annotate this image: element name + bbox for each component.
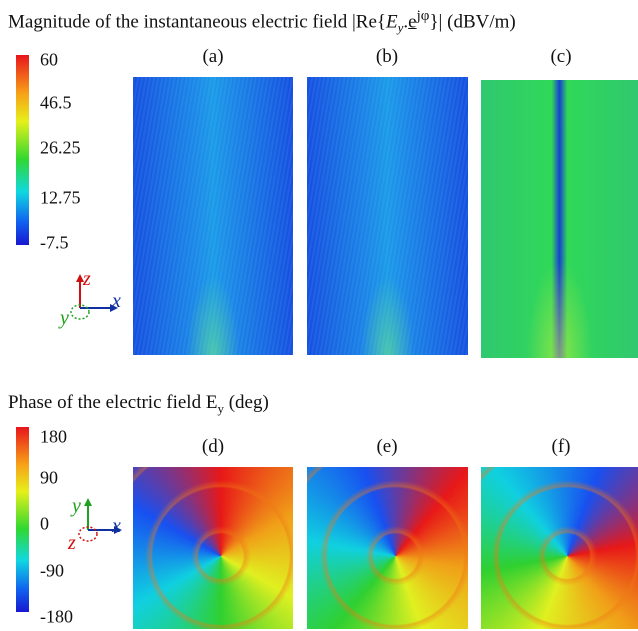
field-map — [133, 467, 293, 629]
panel-label: (a) — [202, 46, 224, 67]
title-dot: . — [403, 11, 409, 33]
phase-rings — [307, 467, 468, 629]
title-exp-base: e — [408, 11, 417, 33]
colorbar-label: -90 — [40, 560, 64, 581]
title-sub: y — [397, 20, 404, 36]
axis-label: z — [68, 532, 76, 554]
title-text: Phase of the electric field E — [8, 392, 218, 413]
axis-label: y — [60, 307, 69, 329]
colorbar-label: 90 — [40, 467, 58, 488]
axis-label: x — [112, 515, 121, 537]
panel-label: (f) — [551, 436, 571, 457]
phase-rings — [133, 467, 293, 629]
field-map — [481, 467, 638, 629]
field-map — [481, 77, 638, 358]
phase-title: Phase of the electric field Ey (deg) — [8, 392, 269, 417]
field-map — [307, 77, 468, 355]
phase-rings — [481, 467, 638, 629]
colorbar — [16, 55, 29, 245]
panel-label: (b) — [375, 46, 399, 67]
colorbar — [16, 427, 29, 612]
axis-label: x — [112, 290, 121, 312]
field-map — [133, 77, 293, 355]
colorbar-label: 46.5 — [40, 92, 72, 113]
z-circle — [78, 526, 98, 542]
panel-label: (c) — [550, 46, 572, 67]
colorbar-label: 26.25 — [40, 137, 81, 158]
title-tail: }| (dBV/m) — [429, 11, 516, 33]
colorbar-label: 0 — [40, 513, 49, 534]
magnitude-title: Magnitude of the instantaneous electric … — [8, 8, 516, 36]
axis-label: y — [72, 495, 81, 517]
title-field: E — [386, 11, 398, 33]
title-sub: y — [217, 400, 224, 416]
axis-label: z — [83, 268, 91, 290]
panel-label: (e) — [376, 436, 398, 457]
title-tail: (deg) — [223, 392, 269, 413]
arrow-head — [110, 304, 118, 312]
colorbar-label: -180 — [40, 606, 73, 627]
arrow-head — [84, 498, 92, 506]
colorbar-label: 180 — [40, 426, 67, 447]
title-text: Magnitude of the instantaneous electric … — [8, 11, 387, 33]
y-circle — [70, 304, 90, 320]
axis-triad — [78, 498, 122, 542]
colorbar-label: 12.75 — [40, 187, 81, 208]
colorbar-label: 60 — [40, 49, 58, 70]
axis-triad — [70, 274, 118, 320]
colorbar-label: -7.5 — [40, 232, 69, 253]
field-map — [307, 467, 468, 629]
panel-label: (d) — [201, 436, 225, 457]
arrow-head — [76, 274, 84, 282]
title-exp: jφ — [416, 8, 430, 24]
arrow-head — [114, 526, 122, 534]
